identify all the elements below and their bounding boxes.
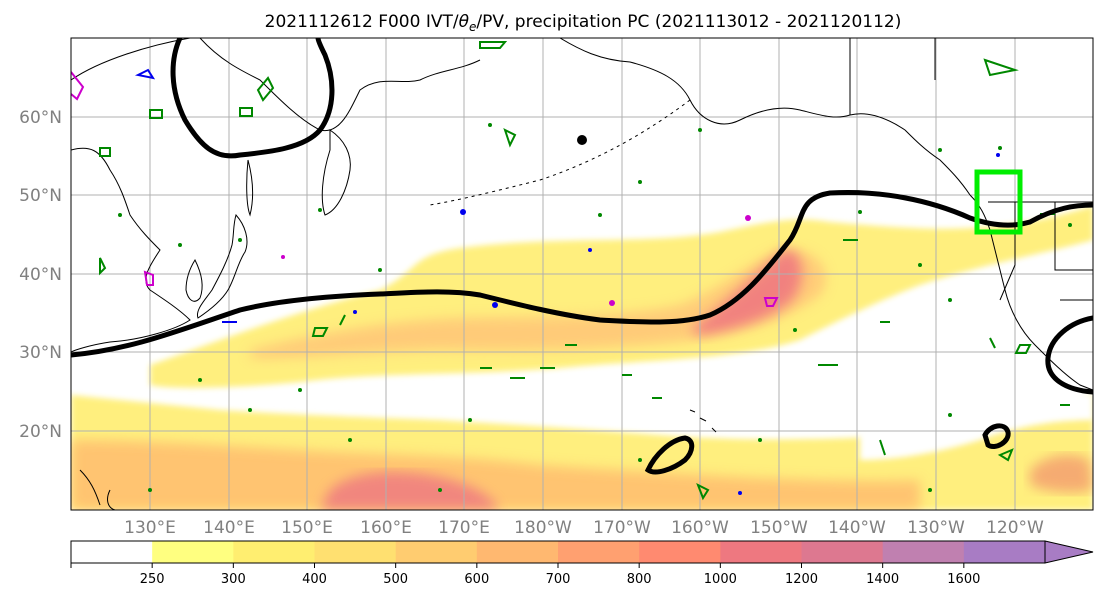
highlight-box xyxy=(974,169,1023,235)
colorbar-segment xyxy=(395,541,478,563)
lat-label: 20°N xyxy=(19,422,62,442)
colorbar-label: 1000 xyxy=(704,572,737,587)
coastline-north-america-west xyxy=(969,194,1093,391)
lon-label: 160°E xyxy=(360,518,412,538)
colorbar-label: 250 xyxy=(140,572,165,587)
ivt-contour-hawaii xyxy=(644,435,695,475)
lon-label: 130°E xyxy=(124,518,176,538)
colorbar-label: 700 xyxy=(546,572,571,587)
map-title: 2021112612 F000 IVT/θe/PV, precipitation… xyxy=(265,12,902,34)
lat-label: 50°N xyxy=(19,186,62,206)
map-frame xyxy=(70,37,1094,511)
precip-band-south-mid xyxy=(71,440,920,510)
lon-label: 140°W xyxy=(828,518,886,538)
colorbar-segment xyxy=(720,541,802,563)
lon-label: 150°E xyxy=(281,518,333,538)
lon-label: 130°W xyxy=(907,518,965,538)
pv-contours-green xyxy=(99,41,1070,501)
colorbar-label: 1400 xyxy=(866,572,899,587)
colorbar-label: 1600 xyxy=(947,572,980,587)
pv-contours-magenta xyxy=(71,71,779,307)
colorbar-segment xyxy=(963,541,1046,563)
colorbar-ticks: 250 300 400 500 600 700 800 1000 1200 1400 1600 xyxy=(70,563,980,587)
colorbar-segment xyxy=(639,541,721,563)
lon-label: 180°W xyxy=(514,518,572,538)
colorbar-segment xyxy=(476,541,559,563)
lon-label: 170°W xyxy=(593,518,651,538)
colorbar-label: 600 xyxy=(464,572,489,587)
precip-band-north-mid xyxy=(250,249,826,359)
coastline-japan xyxy=(196,214,248,319)
colorbar-segment xyxy=(71,541,153,563)
coastline-korea xyxy=(185,258,203,302)
colorbar-segments xyxy=(71,541,1046,563)
colorbar-label: 800 xyxy=(627,572,652,587)
lat-label: 30°N xyxy=(19,343,62,363)
pv-contours-blue xyxy=(134,68,237,323)
pv-dots-blue xyxy=(353,153,1000,495)
precip-patch-east xyxy=(1030,454,1093,493)
canada-border-north xyxy=(849,38,936,115)
lat-label: 60°N xyxy=(19,108,62,128)
ivt-contour-main xyxy=(71,190,1093,358)
colorbar-segment xyxy=(558,541,640,563)
pv-dots-green xyxy=(118,123,1072,492)
coastline-philippines xyxy=(79,469,116,510)
coastline-sakhalin xyxy=(246,159,254,217)
lon-label: 170°E xyxy=(438,518,490,538)
lon-label: 160°W xyxy=(671,518,729,538)
colorbar-label: 500 xyxy=(383,572,408,587)
colorbar-segment xyxy=(801,541,884,563)
ivt-contour-small-ring xyxy=(982,423,1011,449)
colorbar-label: 300 xyxy=(221,572,246,587)
coastline-aleutians xyxy=(429,99,691,206)
colorbar-label: 400 xyxy=(302,572,327,587)
colorbar-segment xyxy=(152,541,234,563)
colorbar-extend-arrow xyxy=(1044,540,1094,564)
colorbar-segment xyxy=(314,541,397,563)
precip-band-south-core xyxy=(320,471,500,510)
colorbar-segment xyxy=(882,541,965,563)
colorbar-label: 1200 xyxy=(785,572,818,587)
lon-label: 120°W xyxy=(986,518,1044,538)
lat-label: 40°N xyxy=(19,265,62,285)
ivt-contour-north xyxy=(170,38,335,159)
pv-dots-magenta xyxy=(281,215,751,306)
lat-labels: 60°N 50°N 40°N 30°N 20°N xyxy=(19,108,62,442)
coastline-alaska xyxy=(559,38,971,196)
ivt-contours xyxy=(71,38,1093,475)
coastline-kamchatka xyxy=(321,129,351,216)
coastline-hawaii xyxy=(689,409,717,433)
colorbar: 250 300 400 500 600 700 800 1000 1200 1400 1600 xyxy=(70,540,1094,587)
lon-labels: 130°E 140°E 150°E 160°E 170°E 180°W 170°… xyxy=(124,518,1044,538)
precip-gap-south xyxy=(860,388,1093,460)
lon-label: 150°W xyxy=(750,518,808,538)
ivt-contour-east xyxy=(1045,315,1093,395)
black-spot xyxy=(577,135,587,145)
us-state-border-2 xyxy=(1054,202,1093,271)
colorbar-segment xyxy=(233,541,315,563)
lon-label: 140°E xyxy=(203,518,255,538)
